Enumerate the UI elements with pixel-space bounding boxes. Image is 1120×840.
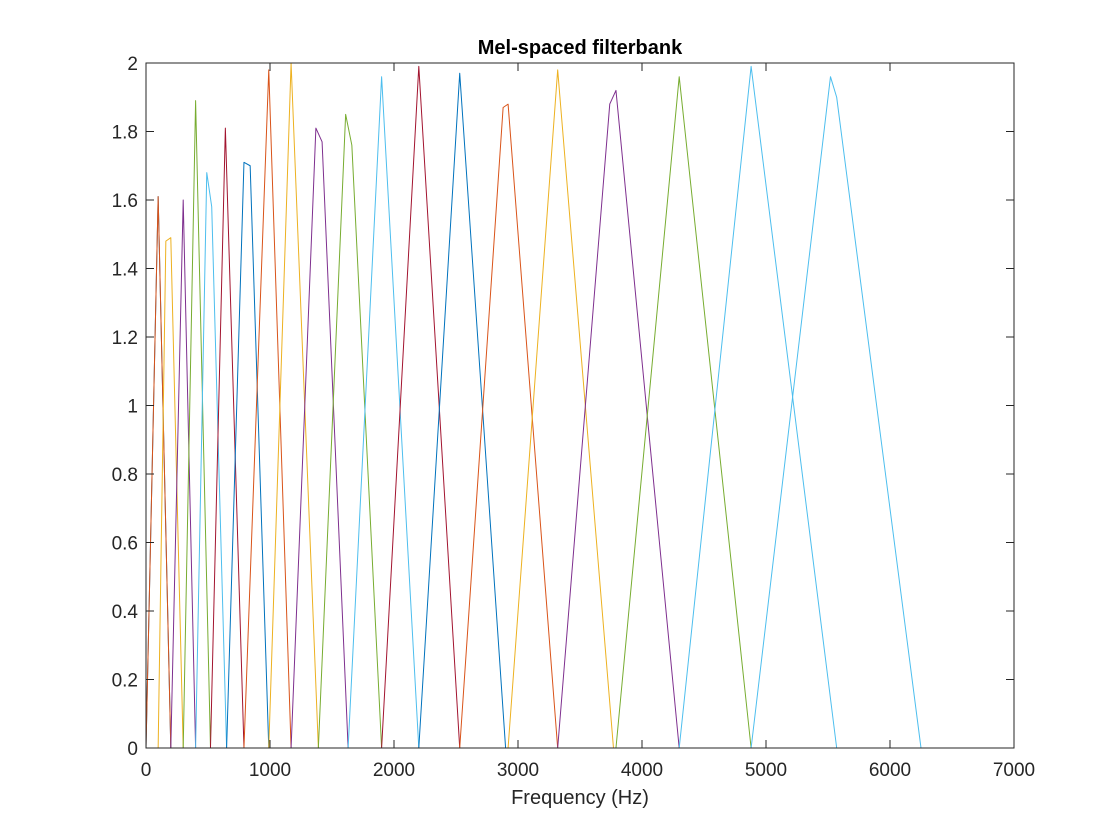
series-line-2 — [145, 196, 172, 749]
series-line-6 — [195, 172, 228, 749]
series-line-17 — [507, 69, 614, 749]
series-line-19 — [615, 76, 752, 749]
y-tick-label: 1.4 — [112, 260, 139, 281]
series-line-16 — [459, 103, 559, 749]
x-tick-label: 2000 — [373, 760, 415, 781]
x-tick-label: 7000 — [993, 760, 1035, 781]
series-layer — [145, 62, 922, 749]
y-tick-label: 0.4 — [112, 602, 139, 623]
series-line-21 — [750, 76, 922, 749]
y-tick-label: 1.2 — [112, 328, 138, 349]
y-tick-label: 2 — [127, 54, 138, 75]
x-tick-label: 3000 — [497, 760, 539, 781]
y-tick-label: 1.6 — [112, 191, 138, 212]
y-tick-label: 0.2 — [112, 671, 138, 692]
series-line-9 — [243, 69, 292, 749]
series-line-12 — [317, 113, 383, 749]
series-line-20 — [678, 65, 838, 749]
series-line-11 — [290, 127, 349, 749]
x-axis-label: Frequency (Hz) — [511, 787, 649, 809]
y-tick-label: 0.6 — [112, 534, 138, 555]
y-tick-label: 1 — [127, 397, 138, 418]
axes-background — [146, 63, 1014, 748]
x-tick-label: 5000 — [745, 760, 787, 781]
y-tick-label: 1.8 — [112, 123, 138, 144]
series-line-18 — [557, 89, 680, 749]
series-line-7 — [209, 127, 245, 749]
chart-title: Mel-spaced filterbank — [478, 37, 683, 59]
series-line-15 — [418, 72, 507, 749]
y-tick-label: 0 — [127, 739, 138, 760]
x-tick-label: 6000 — [869, 760, 911, 781]
series-line-13 — [347, 76, 420, 749]
tick-layer: 0 1000 2000 3000 4000 5000 6000 7000 0 0.2 0.4 0.6 0… — [112, 54, 1036, 781]
x-tick-label: 1000 — [249, 760, 291, 781]
series-line-14 — [381, 65, 461, 749]
series-line-8 — [226, 161, 270, 749]
x-tick-label: 0 — [141, 760, 152, 781]
series-line-5 — [182, 100, 211, 749]
x-tick-label: 4000 — [621, 760, 663, 781]
series-line-4 — [170, 199, 197, 749]
y-tick-label: 0.8 — [112, 465, 138, 486]
